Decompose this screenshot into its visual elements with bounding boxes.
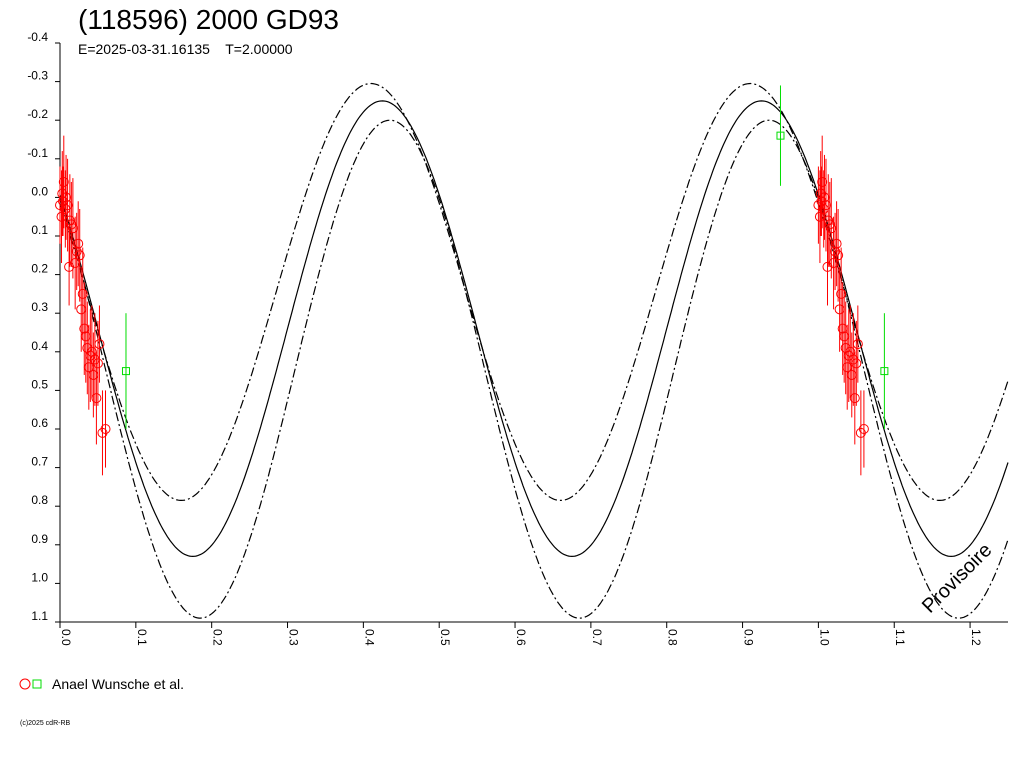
observation-circle-marker	[58, 176, 69, 187]
legend-circle-marker	[19, 678, 31, 690]
y-tick-label: 0.4	[31, 339, 48, 353]
observation-circle-marker	[61, 192, 72, 203]
observation-square-marker	[880, 367, 889, 376]
y-tick-label: -0.2	[27, 107, 48, 121]
model-center-curve	[59, 100, 1009, 558]
observation-circle-marker	[62, 200, 73, 211]
observation-circle-marker	[815, 188, 826, 199]
legend: Anael Wunsche et al.	[18, 674, 184, 694]
observation-circle-marker	[57, 188, 68, 199]
x-tick-label: 0.3	[287, 629, 301, 646]
x-tick-label: 0.4	[362, 629, 376, 646]
observation-circle-marker	[826, 223, 837, 234]
y-tick-label: 0.2	[31, 262, 48, 276]
observation-circle-marker	[74, 250, 85, 261]
chart-title: (118596) 2000 GD93	[78, 4, 339, 35]
model-upper-bound-curve	[59, 82, 1009, 501]
x-tick-label: 0.9	[742, 629, 756, 646]
y-tick-label: 0.5	[31, 377, 48, 391]
y-tick-label: -0.4	[27, 30, 48, 44]
x-tick-label: 0.5	[438, 629, 452, 646]
observation-circle-marker	[820, 200, 831, 211]
y-tick-label: -0.1	[27, 146, 48, 160]
observation-circle-marker	[817, 176, 828, 187]
observation-circle-marker	[819, 192, 830, 203]
observation-square-marker	[121, 367, 130, 376]
x-tick-label: 0.8	[666, 629, 680, 646]
x-tick-label: 0.7	[590, 629, 604, 646]
copyright-notice: (c)2025 cdR-RB	[20, 720, 71, 727]
observation-circle-marker	[849, 393, 860, 404]
x-tick-label: 0.0	[59, 629, 73, 646]
chart-subtitle: E=2025-03-31.16135 T=2.00000	[78, 41, 293, 57]
model-lower-bound-curve	[59, 119, 1009, 619]
observation-circle-marker	[858, 424, 869, 434]
observation-circle-marker	[73, 238, 84, 249]
y-tick-label: 0.7	[31, 455, 48, 469]
observation-circle-marker	[100, 424, 111, 434]
y-tick-label: 0.1	[31, 223, 48, 237]
observation-circle-marker	[92, 358, 103, 369]
y-tick-label: 0.8	[31, 493, 48, 507]
observation-square-marker	[776, 131, 785, 140]
x-tick-label: 1.2	[969, 629, 983, 646]
y-tick-label: -0.3	[27, 69, 48, 83]
observation-circle-marker	[851, 358, 862, 369]
observation-circle-marker	[833, 250, 844, 261]
y-tick-label: 1.0	[31, 570, 48, 584]
x-tick-label: 1.0	[817, 629, 831, 646]
observation-circle-marker	[852, 339, 863, 350]
y-tick-label: 0.3	[31, 300, 48, 314]
y-tick-label: 0.6	[31, 416, 48, 430]
y-tick-label: 0.9	[31, 532, 48, 546]
plot-axes: -0.4 -0.3 -0.2 -0.1 0.0 0.1 0.2 0.3 0.4 0.5 0.6 0.7…	[27, 30, 1008, 646]
observation-circle-marker	[67, 223, 78, 234]
x-tick-label: 0.2	[211, 629, 225, 646]
observation-circle-marker	[91, 393, 102, 404]
observation-circle-marker	[77, 288, 88, 299]
model-curves	[59, 82, 1009, 619]
observation-circle-marker	[831, 238, 842, 249]
y-tick-label: 0.0	[31, 184, 48, 198]
provisoire-watermark: Provisoire	[918, 539, 996, 617]
x-tick-label: 0.1	[135, 629, 149, 646]
x-tick-label: 1.1	[893, 629, 907, 646]
legend-markers	[19, 678, 42, 690]
legend-square-marker	[32, 679, 42, 689]
legend-label: Anael Wunsche et al.	[52, 676, 185, 692]
x-tick-label: 0.6	[514, 629, 528, 646]
observation-circle-marker	[836, 288, 847, 299]
y-tick-label: 1.1	[31, 609, 48, 623]
observation-circle-marker	[94, 339, 105, 350]
observation-points	[55, 85, 889, 476]
